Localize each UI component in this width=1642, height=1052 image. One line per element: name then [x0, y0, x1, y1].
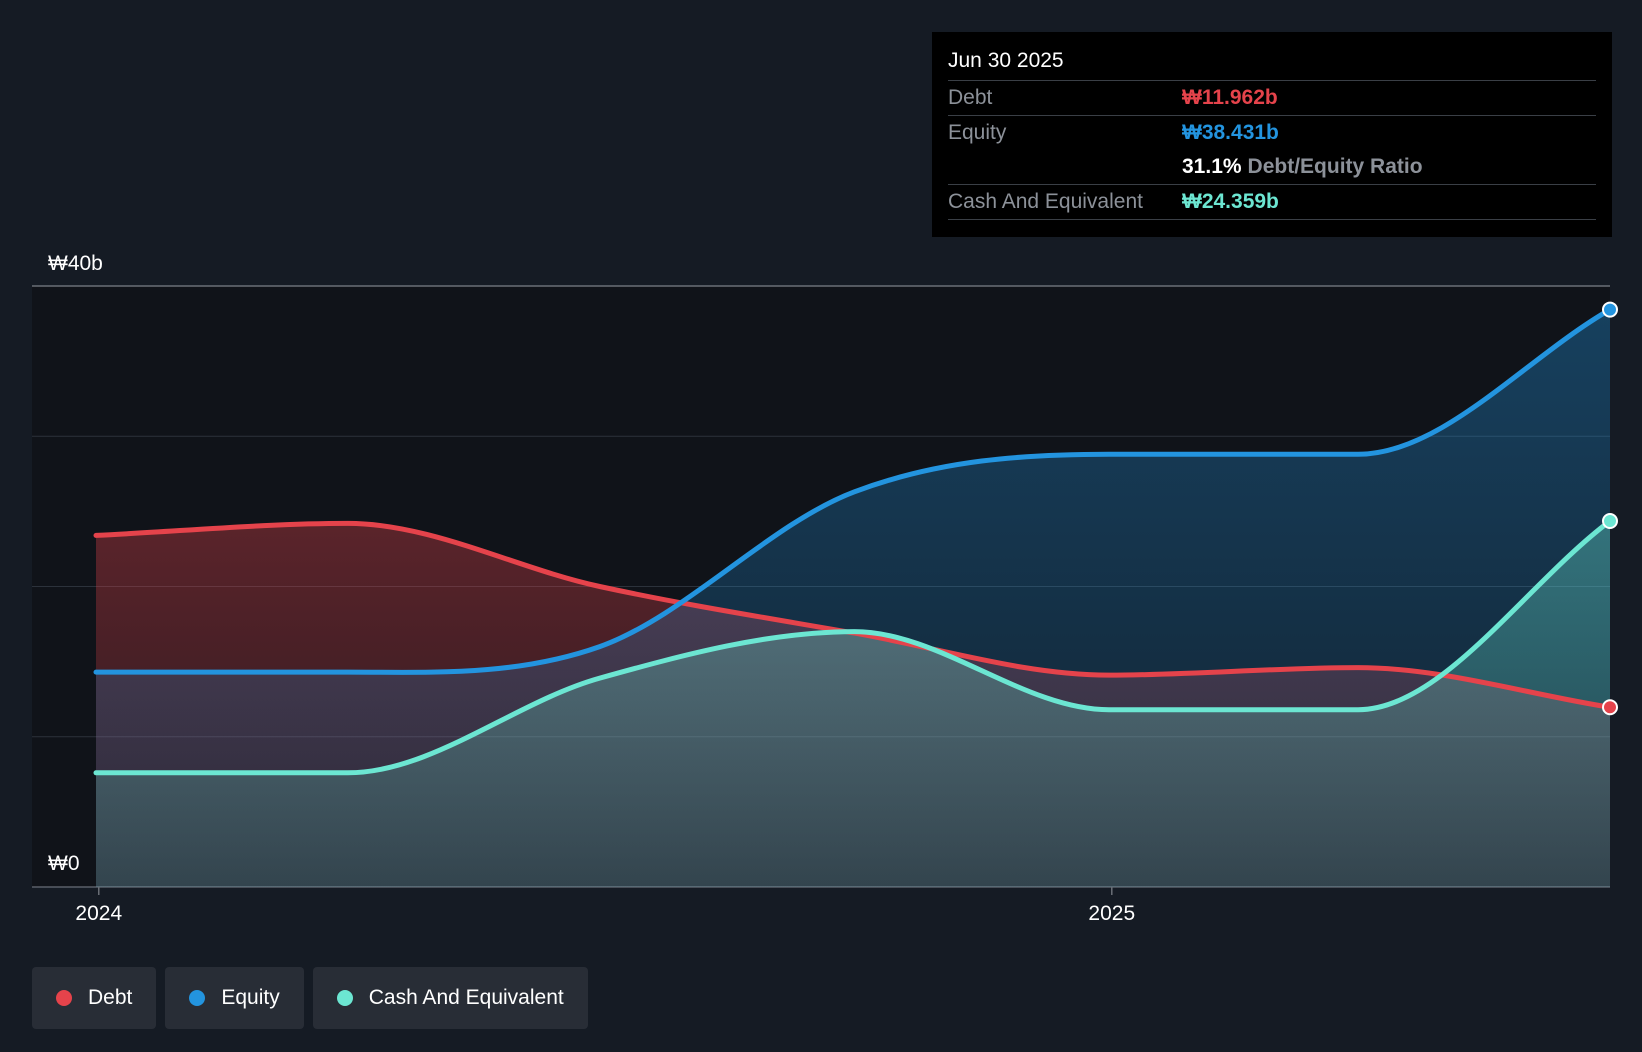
legend-dot-cash-icon [336, 990, 353, 1006]
end-point-debt[interactable] [1602, 699, 1618, 716]
y-tick-label-bottom: ₩0 [48, 852, 80, 875]
line-cash-and-equivalent [93, 518, 1613, 776]
tooltip-date: Jun 30 2025 [948, 46, 1596, 81]
tooltip-row-equity: Equity ₩38.431b [948, 116, 1596, 150]
legend-item-debt[interactable]: Debt [32, 967, 157, 1029]
data-tooltip: Jun 30 2025 Debt ₩11.962b Equity ₩38.431… [932, 32, 1612, 237]
tooltip-cash-label: Cash And Equivalent [948, 190, 1143, 213]
legend-dot-debt-icon [56, 990, 72, 1006]
legend-label-debt: Debt [88, 986, 133, 1009]
tooltip-debt-value: ₩11.962b [1182, 86, 1278, 109]
tooltip-debt-label: Debt [948, 86, 993, 109]
legend-dot-equity-icon [189, 990, 206, 1006]
end-point-cash-and-equivalent[interactable] [1602, 513, 1618, 530]
x-axis-ticks: 2024 2025 [75, 887, 1135, 925]
area-cash-and-equivalent [96, 521, 1610, 887]
tooltip-ratio-spacer [948, 150, 1182, 184]
tooltip-row-ratio: 31.1% Debt/Equity Ratio [948, 150, 1596, 185]
line-equity [93, 307, 1613, 675]
legend-label-cash: Cash And Equivalent [368, 986, 564, 1009]
legend-label-equity: Equity [221, 986, 280, 1009]
y-tick-label-top: ₩40b [48, 252, 103, 275]
tooltip-row-debt: Debt ₩11.962b [948, 81, 1596, 116]
tooltip-equity-value: ₩38.431b [1182, 121, 1279, 144]
tooltip-row-cash: Cash And Equivalent ₩24.359b [948, 185, 1596, 220]
series-areas [96, 309, 1610, 887]
chart-legend: Debt Equity Cash And Equivalent [32, 967, 588, 1029]
tooltip-ratio-label: Debt/Equity Ratio [1247, 155, 1423, 178]
legend-item-cash[interactable]: Cash And Equivalent [312, 967, 588, 1029]
x-tick-label-2025: 2025 [1088, 902, 1135, 925]
end-point-equity[interactable] [1602, 301, 1618, 318]
legend-item-equity[interactable]: Equity [165, 967, 304, 1029]
tooltip-cash-value: ₩24.359b [1182, 190, 1279, 213]
tooltip-equity-label: Equity [948, 121, 1007, 144]
tooltip-ratio-value: 31.1% [1182, 155, 1242, 178]
series-lines [93, 307, 1613, 776]
series-end-points [1602, 301, 1618, 716]
x-tick-label-2024: 2024 [75, 902, 122, 925]
